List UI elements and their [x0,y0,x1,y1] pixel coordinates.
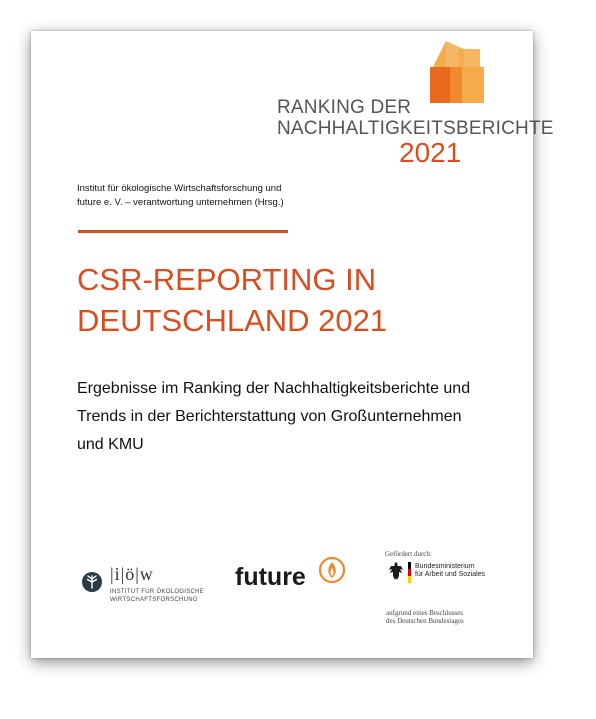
subtitle-line1: Ergebnisse im Ranking der Nachhaltigkeit… [77,380,471,397]
future-logo: future [231,555,361,605]
subtitle-line2: Trends in der Berichterstattung von Groß… [77,408,462,425]
subtitle-line3: und KMU [77,436,144,453]
main-title-line1: CSR-REPORTING IN [77,262,377,297]
future-wordmark: future [235,563,306,591]
ioew-name-line2: WIRTSCHAFTSFORSCHUNG [110,597,198,603]
ranking-year: 2021 [399,137,462,168]
ioew-name-line1: INSTITUT FÜR ÖKOLOGISCHE [110,589,205,595]
bundestag-resolution-note: aufgrund eines Beschlusses des Deutschen… [386,609,464,625]
ioew-letters: |i|ö|w [110,564,154,584]
future-flame-icon [318,556,346,584]
subtitle: Ergebnisse im Ranking der Nachhaltigkeit… [77,375,470,459]
ministry-line1: Bundesministerium [415,563,475,570]
open-book-logo-icon [430,41,484,103]
ranking-title-line2: NACHHALTIGKEITSBERICHTE [277,118,554,139]
publisher-line2: future e. V. – verantwortung unternehmen… [77,197,284,208]
german-flag-stripe-icon [408,562,411,583]
sponsor-label: Gefördert durch: [385,550,432,558]
ranking-title-line1: RANKING DER [277,97,412,118]
federal-eagle-icon [389,562,403,580]
ministry-name: Bundesministerium für Arbeit und Soziale… [415,563,485,579]
resolution-line2: des Deutschen Bundestages [386,617,464,625]
main-title: CSR-REPORTING IN DEUTSCHLAND 2021 [77,259,387,341]
ministry-line2: für Arbeit und Soziales [415,571,486,578]
publisher-note: Institut für ökologische Wirtschaftsfors… [77,182,377,210]
report-cover: RANKING DER NACHHALTIGKEITSBERICHTE 2021… [31,31,553,658]
publisher-line1: Institut für ökologische Wirtschaftsfors… [77,183,282,194]
resolution-line1: aufgrund eines Beschlusses [386,609,463,617]
ioew-emblem-icon [82,572,102,592]
ioew-logo: |i|ö|w INSTITUT FÜR ÖKOLOGISCHE WIRTSCHA… [77,563,227,613]
main-title-line2: DEUTSCHLAND 2021 [77,303,388,338]
title-divider [78,230,288,233]
